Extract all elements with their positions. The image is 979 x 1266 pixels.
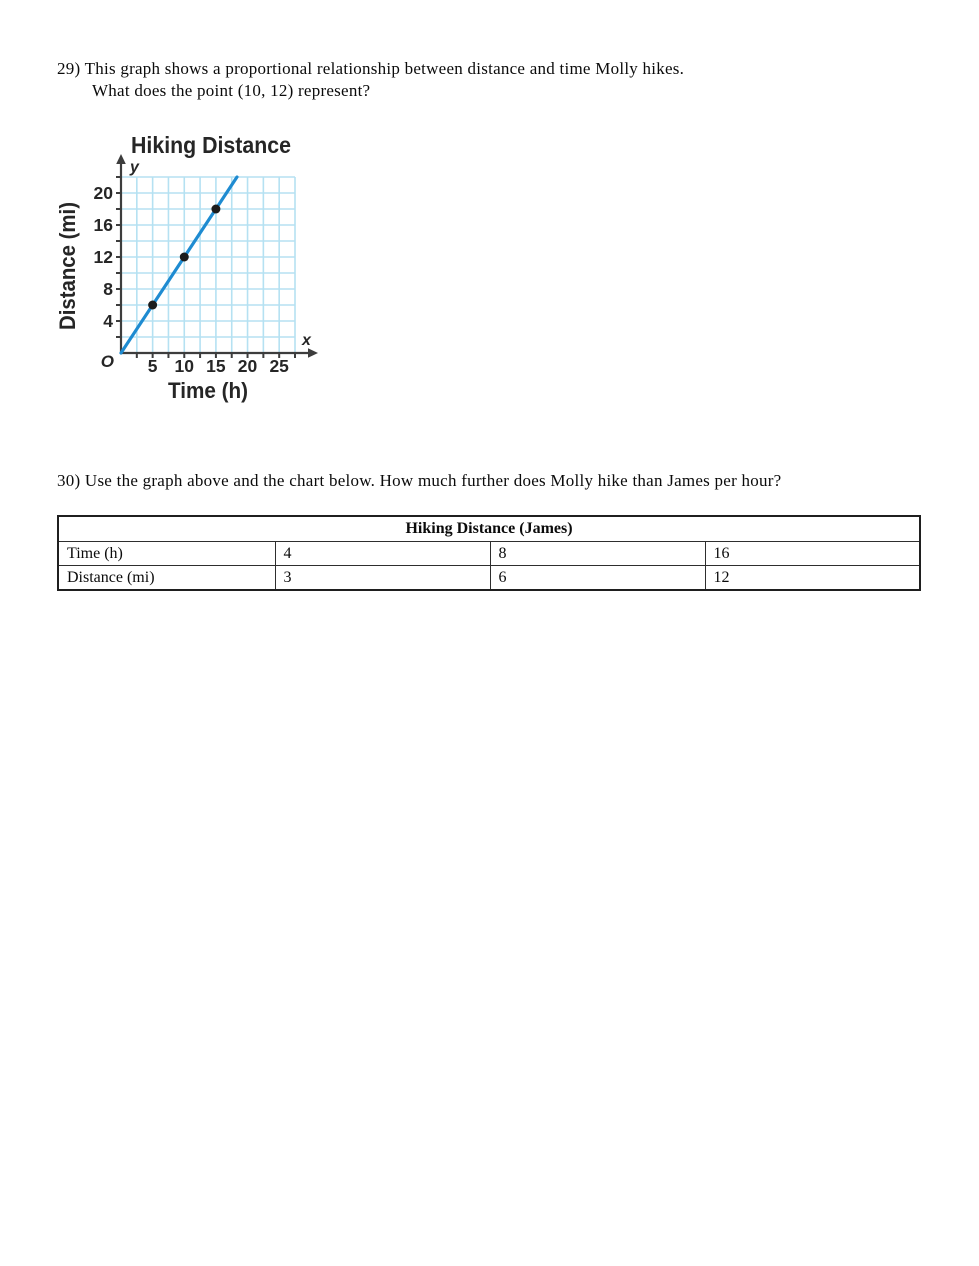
table-row-distance: Distance (mi) 3 6 12 (57, 565, 921, 591)
x-tick-label: 15 (206, 356, 226, 376)
trend-line (119, 175, 239, 355)
table-title-row: Hiking Distance (James) (57, 515, 921, 542)
x-tick-label: 10 (175, 356, 195, 376)
james-hiking-table: Hiking Distance (James) Time (h) 4 8 16 … (57, 515, 922, 591)
y-tick-label: 20 (94, 183, 114, 203)
x-tick-label: 25 (269, 356, 289, 376)
distance-value-1: 3 (274, 565, 491, 591)
table-title: Hiking Distance (James) (57, 515, 921, 542)
y-tick-label: 12 (94, 247, 114, 267)
hiking-distance-figure: 5 10 15 20 25 4 8 12 16 20 Hiking Distance Time (h)… (50, 125, 340, 417)
time-value-2: 8 (489, 541, 706, 566)
y-axis-arrow (116, 154, 126, 164)
x-axis-arrow (308, 348, 318, 358)
origin-label: O (101, 352, 114, 371)
x-tick-label: 20 (238, 356, 258, 376)
question-30: 30) Use the graph above and the chart be… (57, 471, 782, 490)
distance-value-2: 6 (489, 565, 706, 591)
y-tick-label: 16 (94, 215, 114, 235)
time-value-3: 16 (704, 541, 921, 566)
distance-value-3: 12 (704, 565, 921, 591)
time-value-1: 4 (274, 541, 491, 566)
data-point (211, 204, 221, 214)
hiking-distance-chart: 5 10 15 20 25 4 8 12 16 20 Hiking Distance Time (h)… (55, 132, 318, 403)
y-letter-label: y (129, 159, 140, 176)
chart-title: Hiking Distance (131, 132, 291, 158)
y-tick-label: 4 (103, 311, 113, 331)
x-axis-title: Time (h) (168, 378, 248, 403)
y-axis-title: Distance (mi) (55, 202, 80, 330)
question-29: 29) This graph shows a proportional rela… (57, 58, 684, 102)
table-row-time: Time (h) 4 8 16 (57, 541, 921, 566)
x-letter-label: x (301, 332, 312, 349)
row-label-distance: Distance (mi) (57, 565, 276, 591)
x-tick-label: 5 (148, 356, 158, 376)
data-point (148, 300, 158, 310)
row-label-time: Time (h) (57, 541, 276, 566)
y-tick-label: 8 (103, 279, 113, 299)
question-29-line1: 29) This graph shows a proportional rela… (57, 59, 685, 78)
question-29-line2: What does the point (10, 12) represent? (92, 81, 371, 100)
data-point (179, 252, 189, 262)
